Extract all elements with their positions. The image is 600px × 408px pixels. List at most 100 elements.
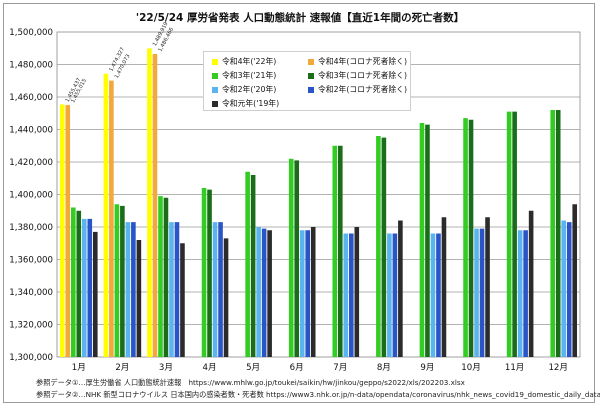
bar — [256, 227, 261, 357]
x-tick-label: 10月 — [461, 362, 481, 373]
legend-label-r4: 令和4年('22年) — [222, 57, 277, 66]
legend-swatch-r4 — [212, 58, 218, 65]
bar — [131, 222, 136, 358]
bar — [87, 218, 93, 358]
bar — [174, 222, 180, 358]
legend-item-r3: 令和3年('21年) — [212, 70, 276, 81]
bar — [158, 196, 163, 358]
bar — [512, 111, 517, 358]
bar — [398, 220, 403, 357]
x-tick-label: 7月 — [333, 362, 347, 373]
y-tick-label: 1,340,000 — [9, 288, 53, 298]
y-tick-label: 1,480,000 — [9, 61, 53, 71]
chart-legend: 令和4年('22年) 令和4年(コロナ死者除く) 令和3年('21年) 令和3年… — [203, 51, 411, 111]
legend-label-r2-excl: 令和2年(コロナ死者除く) — [318, 85, 408, 94]
legend-label-r4-excl: 令和4年(コロナ死者除く) — [318, 57, 408, 66]
bar — [566, 222, 572, 358]
bar — [310, 227, 316, 357]
bar — [348, 233, 354, 357]
bar — [223, 238, 229, 358]
x-tick-label: 6月 — [290, 362, 304, 373]
bar — [305, 230, 311, 357]
legend-item-r1: 令和元年('19年) — [212, 98, 279, 109]
bar — [332, 145, 338, 357]
bar — [528, 210, 534, 357]
bar — [392, 233, 398, 357]
legend-swatch-r3 — [212, 72, 218, 79]
legend-swatch-r2 — [212, 86, 218, 93]
x-tick-label: 4月 — [203, 362, 217, 373]
legend-swatch-r1 — [212, 100, 218, 107]
legend-swatch-r4-excl — [308, 58, 314, 65]
x-tick-label: 1月 — [72, 362, 86, 373]
bar — [109, 80, 114, 357]
bar — [147, 48, 152, 357]
bar — [261, 228, 267, 358]
bar — [180, 243, 185, 357]
bar — [376, 136, 381, 357]
legend-label-r1: 令和元年('19年) — [222, 99, 280, 108]
bar — [343, 233, 349, 357]
bar — [430, 233, 436, 357]
legend-item-r2: 令和2年('20年) — [212, 84, 276, 95]
bar — [485, 217, 490, 357]
bar — [506, 111, 512, 358]
bar — [169, 222, 174, 358]
bar — [479, 228, 485, 358]
bar — [555, 110, 561, 357]
legend-item-r4: 令和4年('22年) — [212, 56, 276, 67]
bar — [245, 171, 250, 357]
x-tick-label: 11月 — [505, 362, 525, 373]
bar — [250, 175, 256, 357]
x-tick-label: 3月 — [159, 362, 173, 373]
legend-item-r3-excl: 令和3年(コロナ死者除く) — [308, 70, 407, 81]
legend-swatch-r3-excl — [308, 72, 314, 79]
legend-item-r2-excl: 令和2年(コロナ死者除く) — [308, 84, 407, 95]
bar — [163, 197, 169, 357]
bar — [92, 231, 98, 358]
bar — [201, 188, 207, 357]
source-note-1: 参照データ①…厚生労働省 人口動態統計速報 https://www.mhlw.g… — [36, 378, 465, 387]
bar — [70, 207, 76, 357]
bar — [474, 228, 479, 358]
bar — [207, 189, 212, 358]
bar — [441, 217, 447, 357]
x-tick-label: 9月 — [420, 362, 434, 373]
bar — [136, 240, 142, 357]
bar — [436, 233, 441, 357]
bar — [288, 158, 294, 357]
bar — [125, 222, 131, 358]
bar — [103, 73, 109, 357]
bar — [381, 137, 387, 357]
y-tick-label: 1,400,000 — [9, 191, 53, 201]
bar — [425, 124, 430, 358]
bar — [387, 233, 392, 357]
bar — [212, 222, 218, 358]
bar — [419, 123, 425, 357]
bar — [337, 145, 343, 357]
x-tick-label: 12月 — [548, 362, 568, 373]
source-note-2: 参照データ②…NHK 新型コロナウイルス 日本国内の感染者数・死者数 https… — [36, 390, 600, 399]
legend-swatch-r2-excl — [308, 86, 314, 93]
x-tick-label: 2月 — [115, 362, 129, 373]
y-tick-label: 1,320,000 — [9, 321, 53, 331]
legend-label-r3-excl: 令和3年(コロナ死者除く) — [318, 71, 408, 80]
y-tick-label: 1,440,000 — [9, 126, 53, 136]
bar — [463, 118, 468, 358]
bar — [294, 160, 300, 358]
bar — [267, 230, 272, 357]
bar — [81, 218, 87, 358]
bar — [59, 104, 65, 357]
y-tick-label: 1,500,000 — [9, 28, 53, 38]
y-tick-label: 1,420,000 — [9, 158, 53, 168]
bar — [152, 53, 158, 358]
bar — [299, 230, 305, 357]
y-tick-label: 1,360,000 — [9, 256, 53, 266]
bar — [218, 222, 223, 358]
bar — [65, 105, 71, 357]
y-tick-label: 1,460,000 — [9, 93, 53, 103]
bar — [76, 210, 82, 357]
x-tick-label: 8月 — [377, 362, 391, 373]
bar — [120, 205, 125, 358]
